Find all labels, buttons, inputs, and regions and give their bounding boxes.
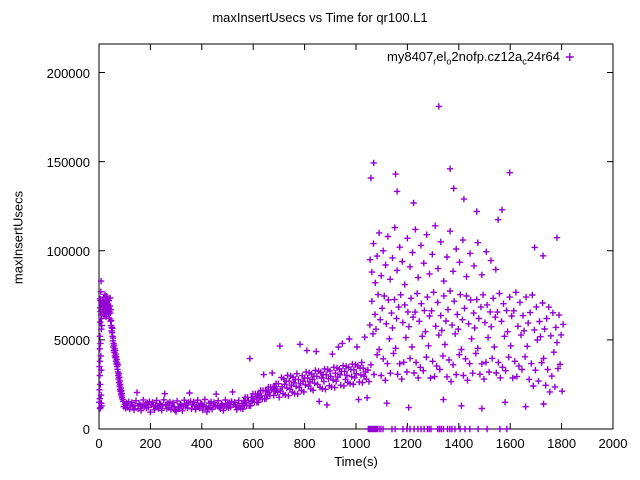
y-tick-label: 50000: [53, 332, 90, 348]
x-tick-label: 600: [242, 436, 265, 451]
y-tick-label: 100000: [46, 243, 90, 259]
legend-label: my8407relo2nofp.cz12ac24r64: [0, 49, 560, 67]
chart-title: maxInsertUsecs vs Time for qr100.L1: [212, 10, 428, 25]
x-tick-label: 1200: [392, 436, 422, 451]
x-axis-label: Time(s): [334, 454, 378, 469]
legend-text: el: [436, 49, 447, 64]
legend-text: my8407: [387, 49, 434, 64]
x-tick-label: 1000: [341, 436, 371, 451]
x-tick-label: 400: [190, 436, 213, 451]
x-tick-label: 2000: [598, 436, 628, 451]
x-tick-label: 0: [95, 436, 103, 451]
x-tick-label: 800: [293, 436, 316, 451]
legend-subscript: c: [522, 56, 527, 67]
legend-subscript: r: [433, 56, 437, 67]
y-tick-label: 0: [82, 422, 90, 437]
legend-subscript: o: [446, 56, 452, 67]
y-axis-label: maxInsertUsecs: [10, 190, 26, 285]
x-tick-label: 1800: [547, 436, 577, 451]
x-tick-label: 1400: [444, 436, 474, 451]
legend-text: 24r64: [526, 49, 560, 64]
x-tick-label: 1600: [495, 436, 525, 451]
y-tick-label: 200000: [46, 65, 90, 81]
legend-text: 2nofp.cz12a: [451, 49, 523, 64]
y-tick-label: 150000: [46, 154, 90, 170]
x-tick-label: 200: [139, 436, 162, 451]
legend-plus-marker-icon: [564, 49, 582, 65]
